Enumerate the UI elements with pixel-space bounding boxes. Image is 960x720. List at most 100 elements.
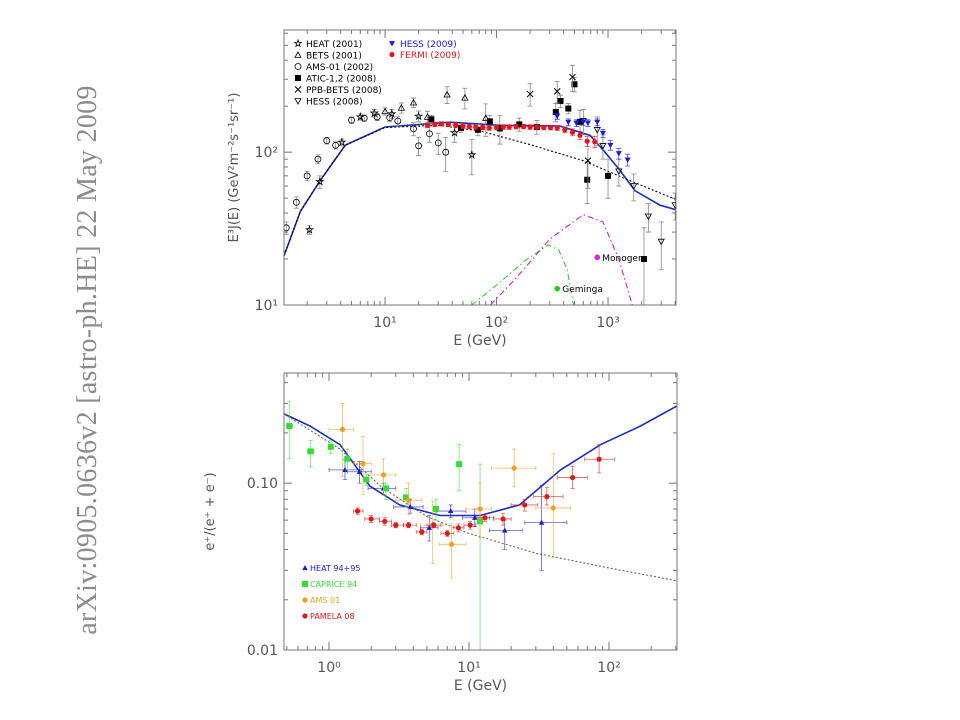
x-tick-label: 10⁰ — [317, 660, 341, 676]
x-tick-label: 10¹ — [457, 660, 480, 676]
legend-label: BETS (2001) — [306, 52, 362, 62]
ams-01-2002--error-bar — [411, 122, 417, 137]
atic-1-2-2008--point — [516, 121, 523, 128]
heat-94-95-error-bar — [489, 519, 523, 550]
fermi-2009--point — [445, 121, 452, 127]
heat-94-95-point — [356, 468, 363, 474]
pamela-08-point — [419, 529, 425, 535]
pamela-08-point — [354, 508, 361, 514]
heat-2001--point — [355, 111, 366, 122]
plot-area — [284, 64, 676, 305]
hess-2008--point — [657, 238, 665, 246]
ppb-bets-2008--point — [553, 87, 561, 95]
legend-label: ATIC-1,2 (2008) — [306, 75, 376, 85]
hess-2009--point — [594, 119, 601, 126]
x-axis-label: E (GeV) — [453, 333, 506, 349]
ams-01-2002--point — [394, 117, 402, 125]
ams-01-2002--point — [348, 116, 355, 124]
bets-2001--point — [461, 93, 469, 101]
annotation-label: Monogem — [602, 254, 647, 264]
hess-2008--point — [671, 202, 676, 209]
heat-2001--point — [467, 149, 477, 159]
bets-2001--point — [397, 104, 406, 111]
atic-1-2-2008--point — [458, 124, 465, 131]
legend-marker — [295, 75, 301, 81]
fermi-2009--point — [541, 124, 547, 131]
atic-1-2-2008--point — [486, 118, 493, 125]
pamela-08-point — [455, 525, 462, 531]
hess-2009--point — [599, 130, 606, 137]
caprice-94-point — [363, 476, 370, 483]
fermi-2009--point — [493, 124, 500, 131]
plot-area — [284, 400, 677, 650]
ams-01-2002--error-bar — [435, 132, 441, 155]
hess-2009--point — [584, 120, 591, 127]
fermi-2009--point — [432, 121, 438, 127]
ppb-bets-2008--point — [569, 73, 576, 81]
hess-2008--error-bar — [616, 158, 622, 187]
fermi-2009--point — [554, 125, 560, 131]
y-tick-label: 10² — [255, 145, 278, 161]
fermi-2009--point — [569, 129, 576, 135]
hess-2009--point — [554, 113, 561, 120]
caprice-94-point — [344, 455, 351, 462]
ams-01-2002--point — [314, 155, 322, 163]
bets-2001--error-bar — [444, 86, 450, 104]
annotation-marker — [594, 254, 601, 261]
pamela-08-point — [596, 456, 602, 462]
ams-01-2002--point — [284, 224, 290, 232]
heat-94-95-error-bar — [524, 484, 568, 571]
heat-94-95-point — [426, 524, 432, 530]
hess-2008--error-bar — [658, 221, 664, 271]
atic-1-2-2008--error-bar — [641, 227, 647, 305]
hess-2009--point — [607, 142, 614, 149]
ams-01-2002--point — [386, 114, 394, 122]
ppb-bets-2008--point — [584, 157, 592, 165]
legend-label: HESS (2008) — [306, 98, 363, 108]
heat-2001--point — [304, 224, 315, 234]
ams-01-point — [405, 497, 412, 503]
caprice-94-point — [327, 443, 334, 450]
ams-01-2002--point — [442, 148, 450, 156]
y-axis-label: e⁺/(e⁺ + e⁻) — [203, 472, 218, 550]
caprice-94-point — [382, 485, 389, 492]
annotation-marker — [554, 285, 561, 292]
legend-marker — [302, 597, 308, 603]
fermi-2009--point — [466, 123, 472, 130]
fermi-2009--point — [453, 122, 459, 128]
heat-2001--point — [413, 111, 424, 121]
atic-1-2-2008--point — [584, 176, 591, 183]
legend-marker — [389, 51, 395, 58]
atic-1-2-2008--point — [605, 172, 612, 179]
atic-1-2-2008--point — [576, 118, 583, 125]
ams-01-error-bar — [438, 523, 467, 579]
monogem-curve — [490, 214, 633, 305]
atic-1-2-2008--point — [428, 116, 435, 123]
fermi-2009--point — [506, 124, 512, 130]
plot-frame — [283, 372, 678, 651]
atic-1-2-2008--point — [565, 105, 572, 112]
electron-spectrum-plot: 10¹ 10² 10³ 10¹ 10² E (GeV) E³J(E) (GeV²m⁻²s⁻¹… — [227, 29, 677, 349]
caprice-94-point — [432, 505, 439, 512]
annotation-label: Geminga — [562, 285, 603, 295]
x-tick-label: 10² — [597, 660, 620, 676]
ams-01-point — [448, 541, 455, 547]
heat-94-95-point — [447, 508, 454, 514]
fermi-2009--point — [500, 124, 506, 130]
legend-marker — [293, 38, 303, 48]
atic-1-2-2008--point — [571, 81, 578, 88]
ams-01-2002--point — [332, 141, 340, 149]
fermi-2009--point — [527, 124, 533, 130]
caprice-94-error-bar — [286, 400, 294, 460]
legend-marker — [302, 613, 308, 619]
legend-marker — [294, 51, 302, 58]
heat-94-95-point — [538, 519, 545, 525]
legend-marker — [302, 565, 308, 571]
ams-01-2002--point — [303, 172, 311, 180]
heat-2001--point — [449, 127, 460, 137]
background-curve — [284, 124, 676, 256]
hess-2008--point — [630, 183, 638, 190]
fermi-2009--point — [513, 123, 519, 130]
y-axis-label: E³J(E) (GeV²m⁻²s⁻¹sr⁻¹) — [227, 93, 242, 243]
